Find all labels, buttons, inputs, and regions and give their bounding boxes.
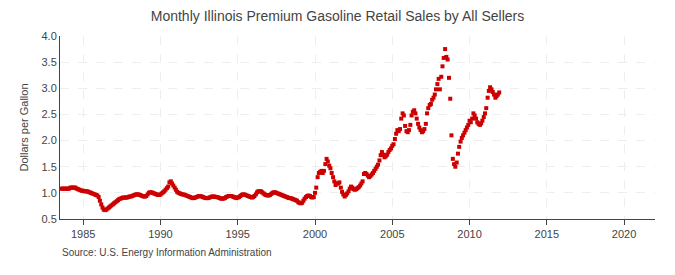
svg-text:2000: 2000 xyxy=(303,228,327,240)
svg-text:1995: 1995 xyxy=(225,228,249,240)
svg-text:4.0: 4.0 xyxy=(42,30,57,42)
svg-text:2.5: 2.5 xyxy=(42,108,57,120)
svg-text:1.5: 1.5 xyxy=(42,161,57,173)
svg-text:1985: 1985 xyxy=(71,228,95,240)
svg-text:2010: 2010 xyxy=(457,228,481,240)
svg-text:0.5: 0.5 xyxy=(42,213,57,225)
svg-text:3.0: 3.0 xyxy=(42,82,57,94)
svg-text:3.5: 3.5 xyxy=(42,56,57,68)
svg-text:Monthly Illinois Premium Gasol: Monthly Illinois Premium Gasoline Retail… xyxy=(151,8,524,24)
svg-text:Source: U.S. Energy Informatio: Source: U.S. Energy Information Administ… xyxy=(62,247,272,258)
svg-text:1.0: 1.0 xyxy=(42,187,57,199)
svg-text:2005: 2005 xyxy=(380,228,404,240)
svg-text:1990: 1990 xyxy=(148,228,172,240)
svg-text:2.0: 2.0 xyxy=(42,134,57,146)
svg-text:Dollars per Gallon: Dollars per Gallon xyxy=(18,83,30,171)
svg-text:2020: 2020 xyxy=(612,228,636,240)
svg-text:2015: 2015 xyxy=(535,228,559,240)
